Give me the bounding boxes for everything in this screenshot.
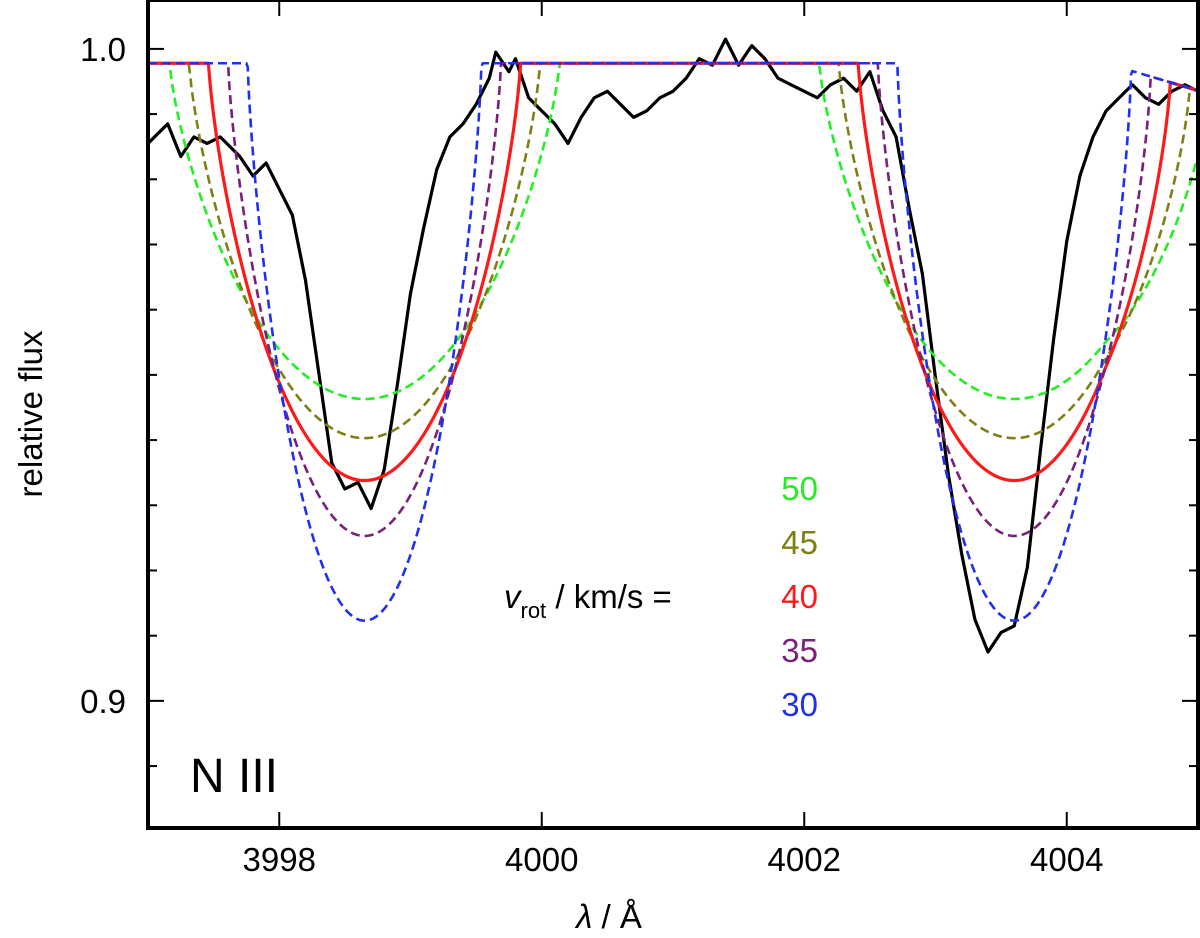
legend-prefix-sub: rot xyxy=(521,598,547,623)
legend-prefix-rest: / km/s = xyxy=(546,578,672,615)
x-axis-lambda: λ xyxy=(574,898,592,935)
legend-entry-40: 40 xyxy=(781,578,818,615)
series-45 xyxy=(148,61,1198,440)
x-tick-label: 4000 xyxy=(505,841,578,878)
legend-entry-50: 50 xyxy=(781,470,818,507)
legend-entry-30: 30 xyxy=(781,686,818,723)
x-tick-label: 4004 xyxy=(1030,841,1103,878)
x-tick-label: 4002 xyxy=(768,841,841,878)
legend-prefix-symbol: v xyxy=(504,578,523,615)
series-50 xyxy=(148,61,1198,401)
y-axis-title: relative flux xyxy=(12,330,49,497)
plot-frame xyxy=(146,0,1200,830)
species-annotation: N III xyxy=(190,750,278,803)
y-tick-label: 1.0 xyxy=(80,31,126,68)
series-30 xyxy=(148,61,1198,622)
x-axis-title-text: λ / Å xyxy=(574,898,642,935)
series-observed xyxy=(148,37,1198,654)
x-axis-unit: / Å xyxy=(592,898,642,935)
series-40 xyxy=(148,61,1198,483)
legend-entry-35: 35 xyxy=(781,632,818,669)
legend-prefix: vrot / km/s = xyxy=(504,578,672,623)
legend-entry-45: 45 xyxy=(781,524,818,561)
x-tick-label: 3998 xyxy=(243,841,316,878)
x-axis-title: λ / Å xyxy=(574,898,642,935)
series-35 xyxy=(148,61,1198,538)
legend: 50 45 40 35 30 vrot / km/s = xyxy=(504,470,818,723)
y-tick-label: 0.9 xyxy=(80,683,126,720)
